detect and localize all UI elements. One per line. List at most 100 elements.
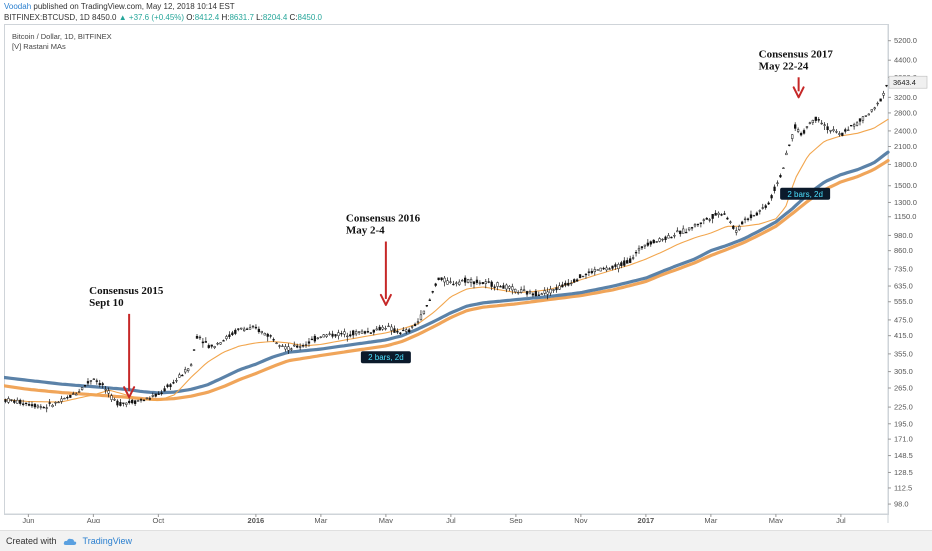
candle-body bbox=[761, 207, 764, 209]
candle-body bbox=[107, 390, 110, 394]
candle-body bbox=[505, 284, 508, 290]
candle-body bbox=[508, 286, 511, 289]
tradingview-cloud-icon bbox=[63, 538, 76, 545]
candle-body bbox=[864, 115, 868, 117]
change-up-icon: ▲ bbox=[118, 13, 127, 22]
candle-body bbox=[882, 93, 885, 96]
tradingview-brand-link[interactable]: TradingView bbox=[82, 536, 133, 546]
candle-body bbox=[148, 398, 152, 400]
publish-text: published on TradingView.com, May 12, 20… bbox=[31, 2, 235, 11]
candle-body bbox=[316, 337, 319, 340]
candle-body bbox=[546, 291, 549, 295]
candle-body bbox=[405, 329, 408, 332]
candle-body bbox=[634, 252, 638, 254]
candle-body bbox=[861, 116, 865, 121]
candle-body bbox=[805, 126, 809, 128]
candle-body bbox=[42, 406, 45, 409]
candle-body bbox=[605, 267, 608, 271]
candle-body bbox=[234, 329, 237, 334]
candle-body bbox=[275, 342, 278, 344]
candle-body bbox=[77, 391, 81, 393]
candle-body bbox=[428, 299, 431, 301]
candle-body bbox=[357, 331, 361, 333]
candle-body bbox=[228, 334, 231, 337]
candle-body bbox=[27, 404, 31, 406]
y-tick-label: 148.5 bbox=[894, 451, 913, 460]
candle-body bbox=[10, 399, 13, 401]
candle-body bbox=[210, 344, 213, 347]
candle-body bbox=[578, 274, 582, 279]
candle-body bbox=[7, 398, 10, 403]
candle-body bbox=[752, 215, 756, 217]
publish-line: Voodah published on TradingView.com, May… bbox=[4, 2, 235, 11]
candle-body bbox=[257, 328, 261, 333]
y-tick-label: 3200.0 bbox=[894, 93, 917, 102]
candle-body bbox=[699, 222, 703, 224]
chart-area[interactable]: Consensus 2015 Sept 10 Consensus 2016 May 2… bbox=[2, 24, 928, 525]
candle-body bbox=[422, 310, 426, 314]
candle-body bbox=[461, 280, 464, 282]
y-tick-label: 1500.0 bbox=[894, 181, 917, 190]
candle-body bbox=[464, 277, 467, 283]
candle-body bbox=[543, 290, 546, 294]
y-tick-label: 171.0 bbox=[894, 435, 913, 444]
candle-body bbox=[455, 282, 458, 284]
candle-body bbox=[502, 285, 505, 289]
candle-body bbox=[13, 400, 16, 403]
candle-body bbox=[723, 213, 726, 215]
symbol-label: BITFINEX:BTCUSD, 1D bbox=[4, 13, 90, 22]
y-tick-label: 475.0 bbox=[894, 315, 913, 324]
candle-body bbox=[631, 257, 635, 259]
candle-body bbox=[263, 333, 266, 336]
candle-body bbox=[372, 329, 375, 333]
candle-body bbox=[493, 286, 496, 288]
candle-body bbox=[664, 236, 667, 240]
candle-body bbox=[773, 186, 776, 191]
candle-body bbox=[599, 267, 602, 272]
x-tick-label: Jul bbox=[836, 516, 846, 523]
candle-body bbox=[75, 393, 78, 396]
candle-body bbox=[711, 214, 714, 219]
candle-body bbox=[855, 122, 859, 126]
candle-body bbox=[714, 212, 717, 216]
candle-body bbox=[561, 284, 564, 288]
annotation-arrowhead bbox=[379, 293, 392, 306]
high-value: 8631.7 bbox=[229, 13, 254, 22]
candle-body bbox=[850, 124, 853, 127]
candle-body bbox=[80, 387, 84, 390]
author-link[interactable]: Voodah bbox=[4, 2, 32, 11]
candle-body bbox=[555, 287, 558, 291]
candle-body bbox=[735, 230, 738, 233]
candle-body bbox=[676, 230, 679, 233]
close-value: 8450.0 bbox=[297, 13, 322, 22]
candle-body bbox=[33, 403, 37, 408]
candle-body bbox=[181, 374, 184, 377]
candle-body bbox=[98, 383, 101, 386]
x-tick-label: Jul bbox=[446, 516, 456, 523]
candle-body bbox=[637, 247, 641, 251]
candle-body bbox=[534, 291, 538, 297]
candle-body bbox=[122, 402, 125, 404]
candle-body bbox=[575, 279, 579, 282]
candle-body bbox=[496, 282, 499, 287]
candle-body bbox=[278, 345, 281, 347]
candle-body bbox=[363, 331, 367, 334]
candle-body bbox=[590, 271, 594, 274]
candle-body bbox=[136, 400, 140, 402]
candle-body bbox=[779, 175, 782, 178]
candle-body bbox=[131, 399, 134, 404]
range-badge bbox=[360, 351, 411, 364]
indicator-label: [V] Rastani MAs bbox=[12, 42, 66, 51]
pane-title: Bitcoin / Dollar, 1D, BITFINEX bbox=[12, 32, 112, 41]
candle-body bbox=[832, 129, 835, 132]
candle-body bbox=[643, 244, 647, 247]
candle-body bbox=[458, 281, 461, 285]
candle-body bbox=[340, 333, 343, 335]
candle-body bbox=[413, 323, 417, 327]
ma-blue-line bbox=[2, 150, 890, 395]
candle-body bbox=[449, 281, 452, 283]
candle-body bbox=[237, 328, 240, 330]
y-tick-label: 265.0 bbox=[894, 384, 913, 393]
candle-body bbox=[687, 227, 691, 231]
